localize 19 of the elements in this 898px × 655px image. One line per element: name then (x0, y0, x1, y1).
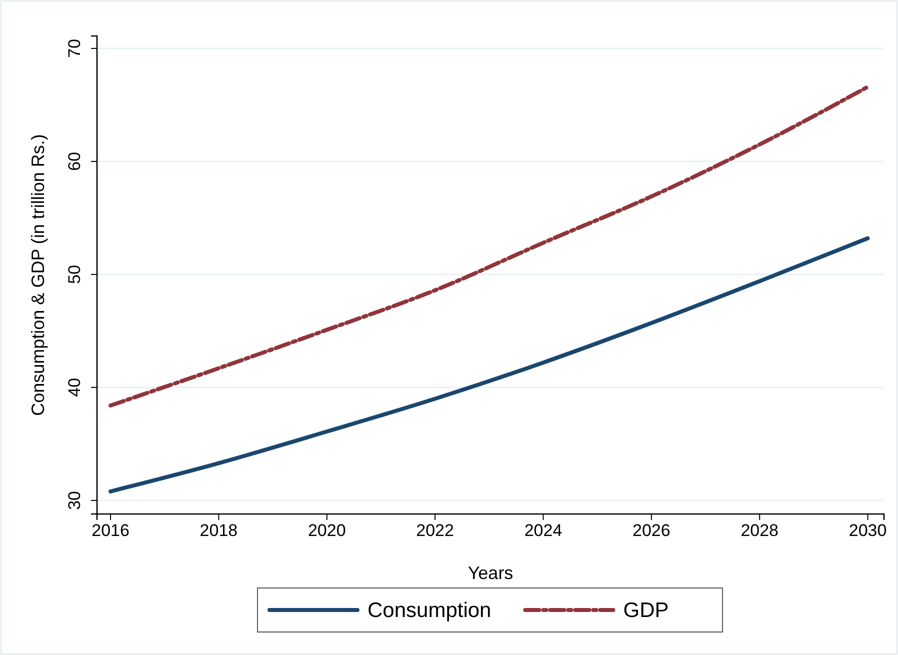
x-tick-label: 2026 (632, 521, 670, 540)
y-axis-title: Consumption & GDP (in trillion Rs.) (28, 134, 48, 416)
x-tick-label: 2028 (740, 521, 779, 540)
x-tick-label: 2022 (416, 521, 454, 540)
y-tick-label: 30 (65, 490, 84, 510)
y-tick-label: 60 (65, 152, 84, 171)
y-tick-label: 50 (65, 264, 84, 284)
y-tick-label: 40 (65, 378, 84, 397)
x-tick-label: 2016 (92, 521, 130, 540)
line-series (108, 84, 870, 408)
line-series (108, 236, 870, 494)
x-tick-label: 2030 (848, 521, 887, 540)
legend-label: GDP (623, 599, 669, 622)
x-tick-label: 2018 (200, 521, 238, 540)
y-tick-label: 70 (65, 38, 84, 58)
x-axis-title: Years (468, 563, 514, 583)
legend-label: Consumption (368, 599, 492, 622)
x-tick-label: 2024 (524, 521, 562, 540)
x-tick-label: 2020 (308, 521, 346, 540)
